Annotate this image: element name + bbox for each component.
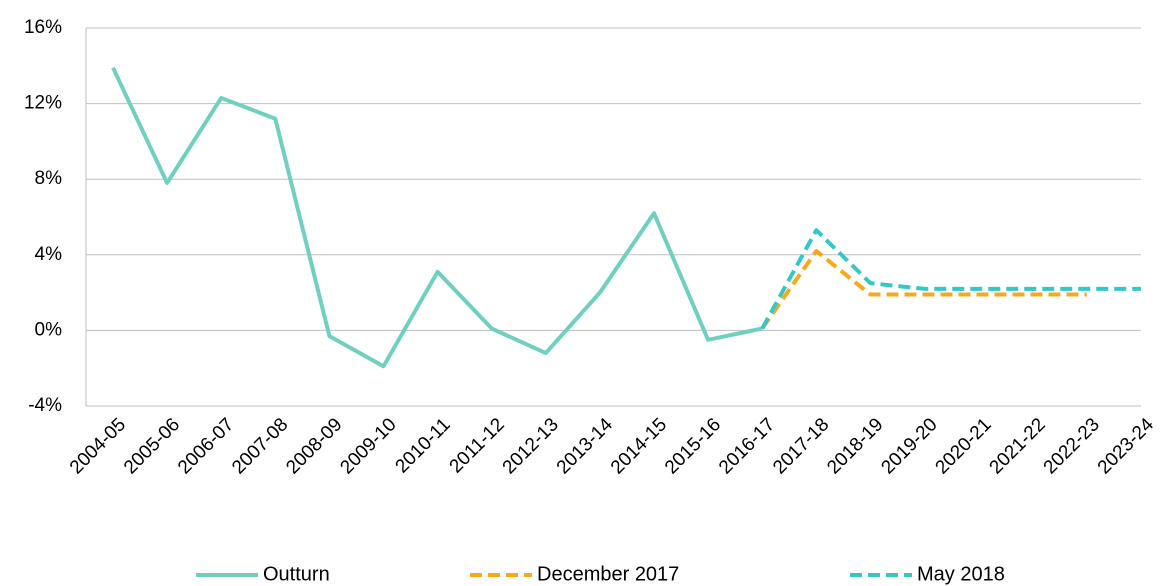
- x-tick-label: 2021-22: [986, 414, 1050, 478]
- x-tick-label: 2016-17: [715, 414, 779, 478]
- x-tick-label: 2022-23: [1040, 414, 1104, 478]
- x-tick-label: 2015-16: [661, 414, 725, 478]
- x-tick-label: 2014-15: [607, 414, 671, 478]
- x-tick-label: 2010-11: [392, 414, 455, 477]
- y-tick-label: 8%: [35, 168, 63, 189]
- x-tick-label: 2009-10: [336, 414, 400, 478]
- legend-label: May 2018: [917, 563, 1005, 585]
- x-tick-label: 2006-07: [174, 414, 238, 478]
- x-tick-label: 2007-08: [228, 414, 292, 478]
- legend-label: Outturn: [263, 563, 330, 585]
- y-tick-label: 12%: [24, 93, 62, 114]
- legend-label: December 2017: [537, 563, 679, 585]
- x-tick-label: 2018-19: [823, 414, 887, 478]
- x-tick-label: 2011-12: [446, 414, 509, 477]
- x-tick-label: 2013-14: [553, 414, 617, 478]
- x-tick-label: 2017-18: [769, 414, 833, 478]
- x-tick-label: 2019-20: [877, 414, 941, 478]
- y-tick-label: 16%: [24, 17, 62, 38]
- x-tick-label: 2020-21: [932, 414, 996, 478]
- x-tick-label: 2023-24: [1094, 414, 1158, 478]
- y-tick-label: -4%: [28, 395, 62, 416]
- series-line: [760, 228, 1141, 330]
- y-tick-label: 4%: [35, 244, 63, 265]
- x-tick-label: 2004-05: [66, 414, 130, 478]
- y-tick-label: 0%: [35, 319, 63, 340]
- x-tick-label: 2012-13: [499, 414, 563, 478]
- series-line: [111, 66, 763, 369]
- x-tick-label: 2005-06: [120, 414, 184, 478]
- x-tick-label: 2008-09: [282, 414, 346, 478]
- series-line: [760, 249, 1087, 330]
